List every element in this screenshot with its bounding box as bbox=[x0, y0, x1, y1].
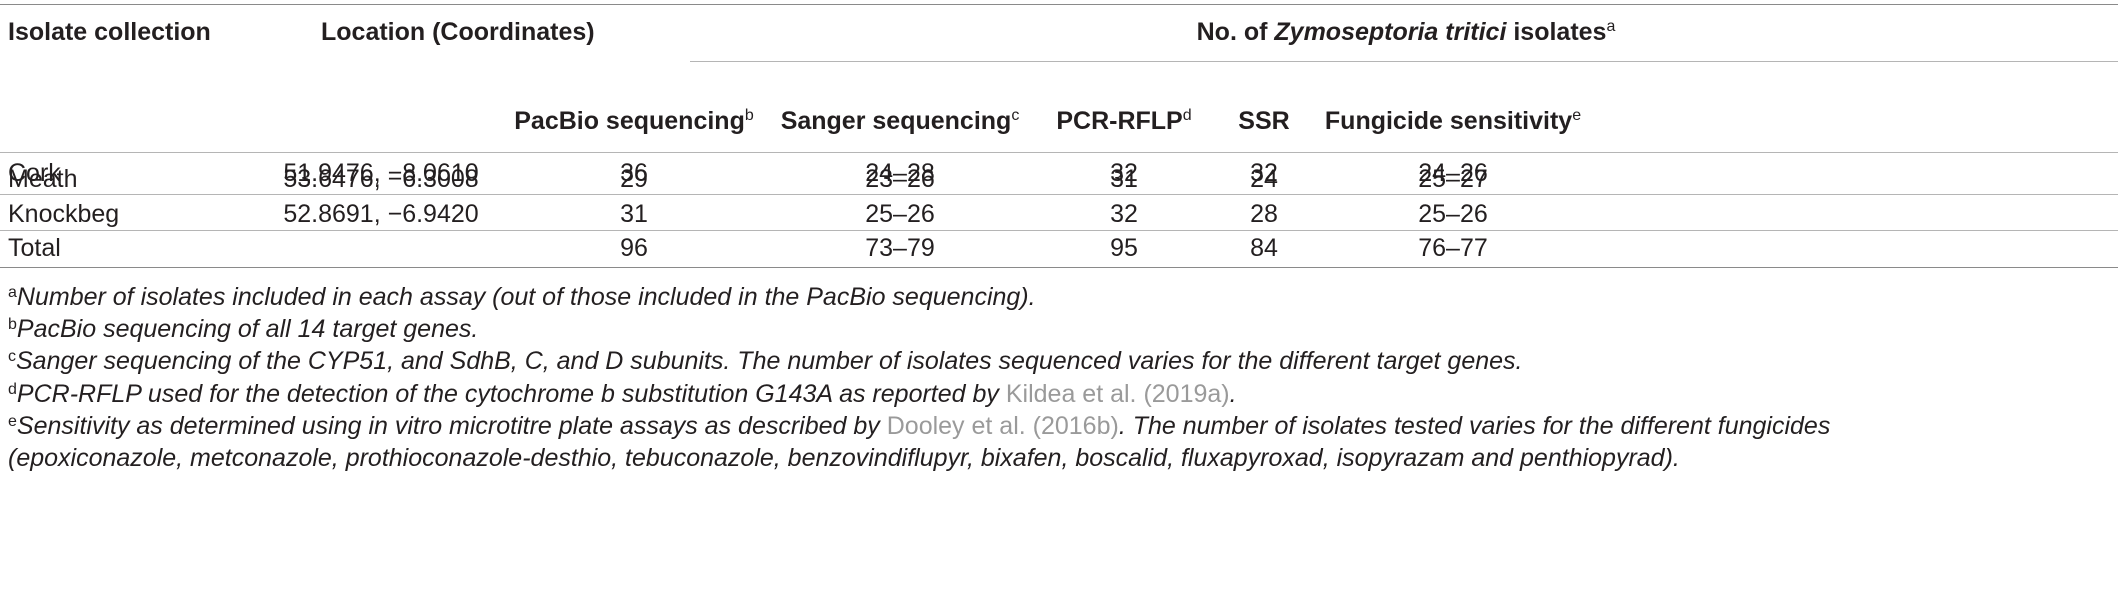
cell-location: 53.6476, −6.3008 bbox=[283, 165, 479, 193]
footnote-e-continued: (epoxiconazole, metconazole, prothiocona… bbox=[8, 444, 1680, 472]
cell-ssr: 32 bbox=[1250, 159, 1278, 187]
cell-pcr: 32 bbox=[1110, 200, 1138, 228]
header-sanger: Sanger sequencingc bbox=[780, 107, 1020, 135]
group-sup: a bbox=[1606, 18, 1616, 35]
cell-pacbio: 96 bbox=[620, 234, 648, 262]
footnote-a: aNumber of isolates included in each ass… bbox=[8, 283, 1036, 311]
cell-pcr: 95 bbox=[1110, 234, 1138, 262]
cell-pacbio: 36 bbox=[620, 159, 648, 187]
header-ssr: SSR bbox=[1238, 107, 1290, 135]
cell-ssr: 84 bbox=[1250, 234, 1278, 262]
cell-collection: Total bbox=[8, 234, 61, 262]
header-isolate-collection: Isolate collection bbox=[8, 18, 211, 46]
row-rule bbox=[0, 230, 2118, 231]
cell-ssr: 28 bbox=[1250, 200, 1278, 228]
bottom-rule bbox=[0, 267, 2118, 268]
cell-pcr: 31 bbox=[1110, 165, 1138, 193]
header-fungicide: Fungicide sensitivitye bbox=[1324, 107, 1582, 135]
cell-fungicide: 24–26 bbox=[1418, 159, 1488, 187]
footnote-d: dPCR-RFLP used for the detection of the … bbox=[8, 380, 1237, 408]
cell-location: 51.9476, −8.0610 bbox=[283, 159, 479, 187]
top-rule bbox=[0, 4, 2118, 5]
cell-collection: Knockbeg bbox=[8, 200, 120, 228]
group-species: Zymoseptoria tritici bbox=[1274, 18, 1507, 46]
cell-fungicide: 25–26 bbox=[1418, 200, 1488, 228]
footnote-c: cSanger sequencing of the CYP51, and Sdh… bbox=[8, 347, 1523, 375]
cell-sanger: 73–79 bbox=[865, 234, 935, 262]
cell-sanger: 23–26 bbox=[865, 165, 935, 193]
reference-link-kildea[interactable]: Kildea et al. (2019a) bbox=[1005, 380, 1230, 408]
header-rule bbox=[0, 152, 2118, 153]
header-group-isolates: No. of Zymoseptoria tritici isolatesa bbox=[1197, 17, 1616, 47]
cell-sanger: 25–26 bbox=[865, 200, 935, 228]
reference-link-dooley[interactable]: Dooley et al. (2016b) bbox=[886, 412, 1119, 440]
group-prefix: No. of bbox=[1196, 18, 1275, 46]
header-pacbio: PacBio sequencingb bbox=[514, 107, 754, 135]
cell-ssr: 24 bbox=[1250, 165, 1278, 193]
cell-pacbio: 29 bbox=[620, 165, 648, 193]
cell-collection: Meath bbox=[8, 165, 78, 193]
footnote-e: eSensitivity as determined using in vitr… bbox=[8, 412, 1831, 440]
group-suffix: isolates bbox=[1506, 18, 1607, 46]
cell-sanger: 24–28 bbox=[865, 159, 935, 187]
header-location: Location (Coordinates) bbox=[321, 18, 595, 46]
cell-fungicide: 25–27 bbox=[1418, 165, 1488, 193]
cell-collection: Cork bbox=[8, 159, 61, 187]
cell-location: 52.8691, −6.9420 bbox=[283, 200, 479, 228]
cell-pcr: 32 bbox=[1110, 159, 1138, 187]
cell-pacbio: 31 bbox=[620, 200, 648, 228]
footnote-b: bPacBio sequencing of all 14 target gene… bbox=[8, 315, 479, 343]
row-rule bbox=[0, 194, 2118, 195]
group-span-rule bbox=[690, 61, 2118, 62]
cell-fungicide: 76–77 bbox=[1418, 234, 1488, 262]
header-pcr-rflp: PCR-RFLPd bbox=[1056, 107, 1192, 135]
